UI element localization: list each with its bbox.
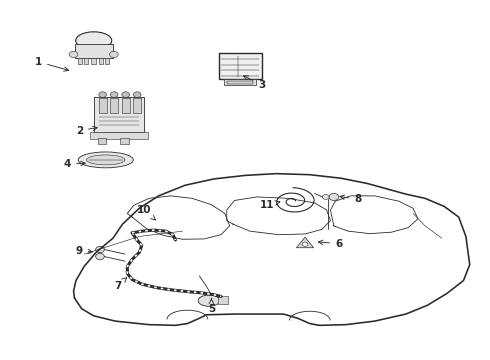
Circle shape [96,246,104,253]
Text: 7: 7 [114,278,126,291]
Text: 9: 9 [76,246,93,256]
Text: 8: 8 [340,194,362,204]
Ellipse shape [76,32,112,49]
Circle shape [110,92,118,98]
Bar [91,58,96,64]
Bar [110,98,118,113]
Text: 10: 10 [137,205,155,220]
Circle shape [122,92,129,98]
Bar [74,44,113,58]
Bar [120,138,129,144]
Text: 11: 11 [259,200,280,210]
Text: 5: 5 [208,298,215,314]
Bar [94,97,144,132]
Ellipse shape [87,155,125,165]
Bar [98,138,106,144]
Circle shape [110,51,118,58]
Text: 1: 1 [35,57,69,71]
Bar [227,81,253,84]
Bar [90,132,148,139]
Circle shape [96,253,104,260]
Polygon shape [296,237,314,248]
Bar [78,58,82,64]
Text: 3: 3 [244,76,266,90]
Circle shape [69,51,78,58]
Ellipse shape [78,152,133,168]
Circle shape [302,242,308,246]
Bar [122,98,130,113]
Bar [133,98,141,113]
Circle shape [322,194,329,199]
Circle shape [99,92,106,98]
Text: 6: 6 [318,239,342,248]
Bar [84,58,89,64]
Text: 4: 4 [64,159,85,169]
Ellipse shape [198,295,220,306]
Circle shape [329,193,339,201]
Bar [98,98,107,113]
Bar [98,58,103,64]
Text: 2: 2 [76,126,97,136]
Circle shape [133,92,141,98]
Bar [218,296,228,304]
Bar [219,53,262,80]
Bar [105,58,109,64]
Bar [224,79,256,85]
